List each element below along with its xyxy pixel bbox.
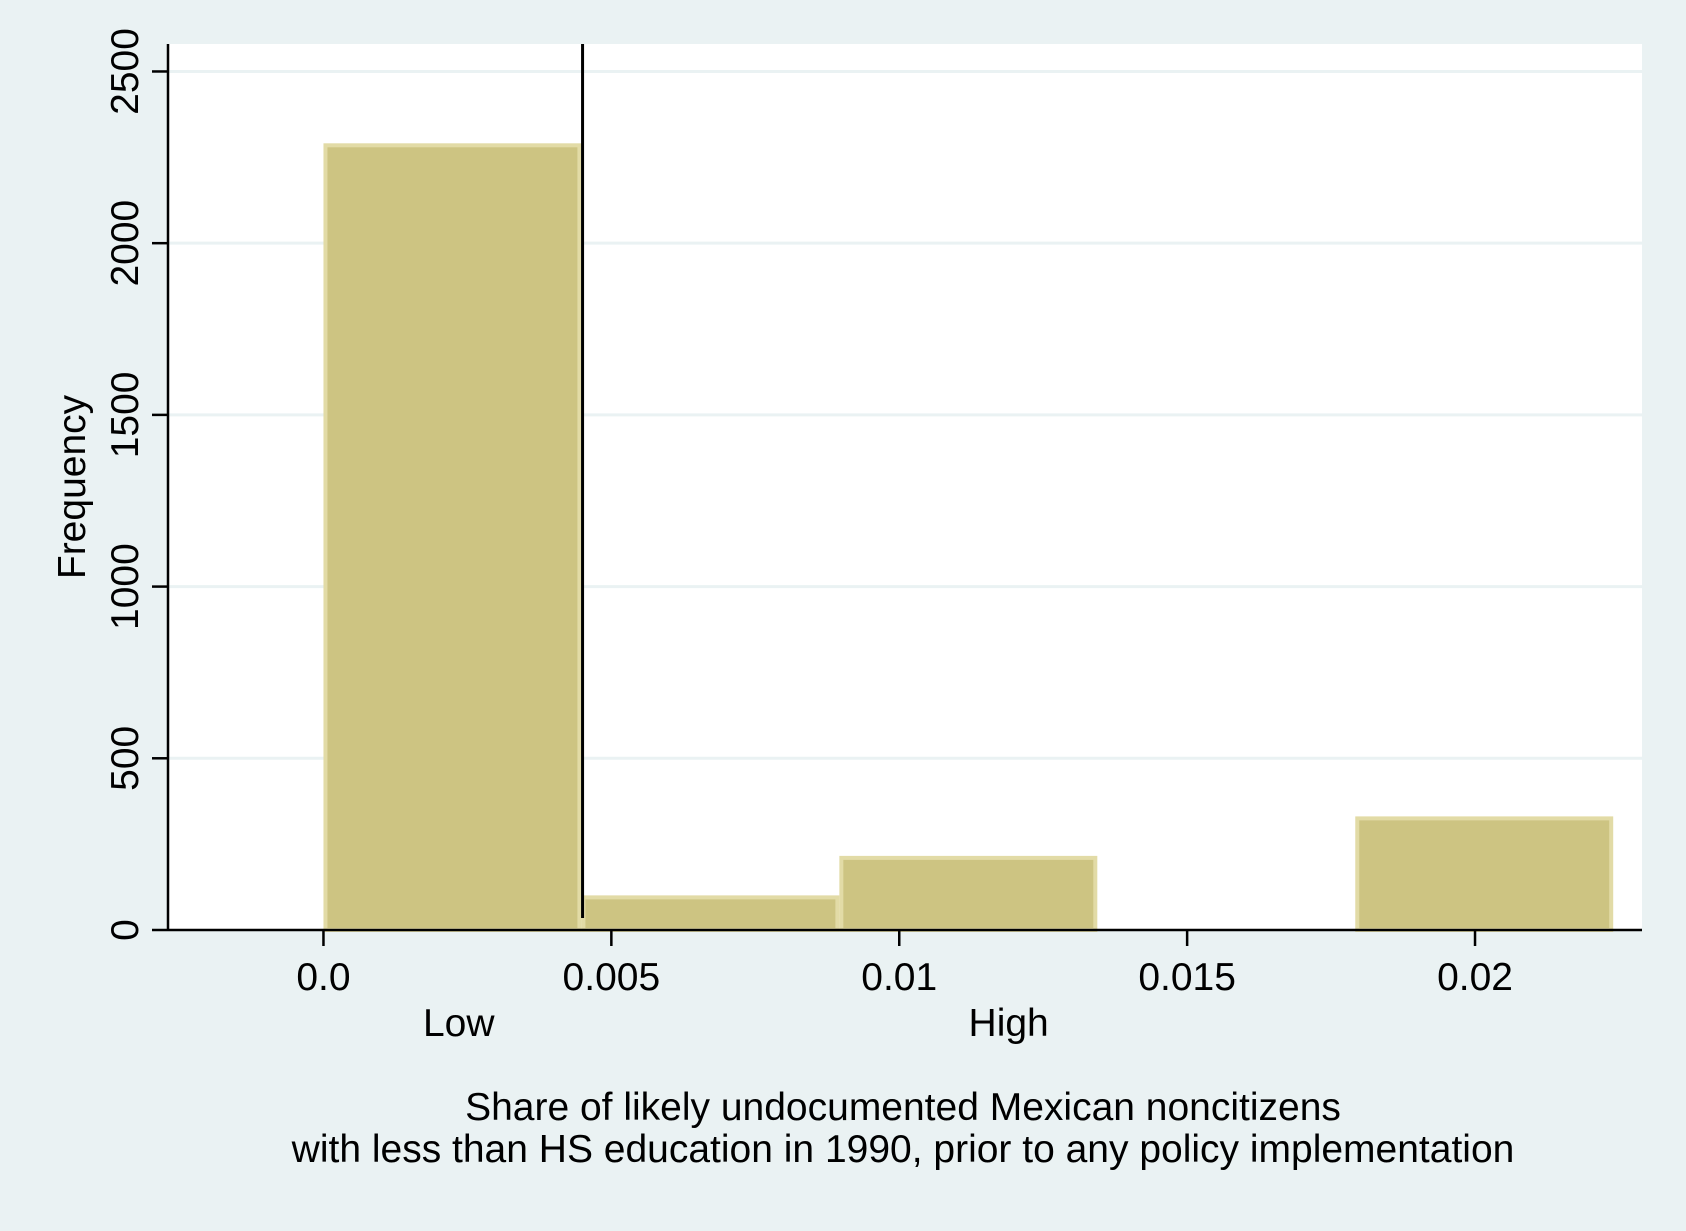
y-tick-label: 2000: [104, 200, 147, 287]
x-tick-label: 0.005: [563, 956, 661, 999]
x-tick-label: 0.015: [1138, 956, 1236, 999]
histogram-bar-5: [1355, 816, 1614, 933]
histogram-bar-1: [323, 143, 582, 932]
group-label-low: Low: [423, 1002, 495, 1045]
histogram-bar-2: [581, 895, 840, 933]
y-tick-label: 500: [104, 726, 147, 791]
axes: [166, 44, 1642, 932]
x-ticks: 0.0 0.005 0.01 0.015 0.02: [296, 930, 1513, 999]
y-tick-label: 1500: [104, 372, 147, 459]
group-labels: Low High: [423, 1002, 1049, 1045]
x-tick-label: 0.01: [861, 956, 937, 999]
y-axis-title: Frequency: [51, 394, 94, 579]
group-label-high: High: [969, 1002, 1049, 1045]
y-tick-label: 0: [104, 919, 147, 941]
y-tick-label: 1000: [104, 543, 147, 630]
x-tick-label: 0.02: [1437, 956, 1513, 999]
y-ticks: 0 500 1000 1500 2000 2500: [104, 28, 168, 941]
histogram-bar-3: [839, 855, 1098, 933]
y-tick-label: 2500: [104, 28, 147, 115]
bars: [323, 143, 1614, 933]
x-tick-label: 0.0: [296, 956, 350, 999]
x-axis-title-line-1: Share of likely undocumented Mexican non…: [465, 1086, 1341, 1129]
x-axis-title-line-2: with less than HS education in 1990, pri…: [291, 1128, 1515, 1171]
